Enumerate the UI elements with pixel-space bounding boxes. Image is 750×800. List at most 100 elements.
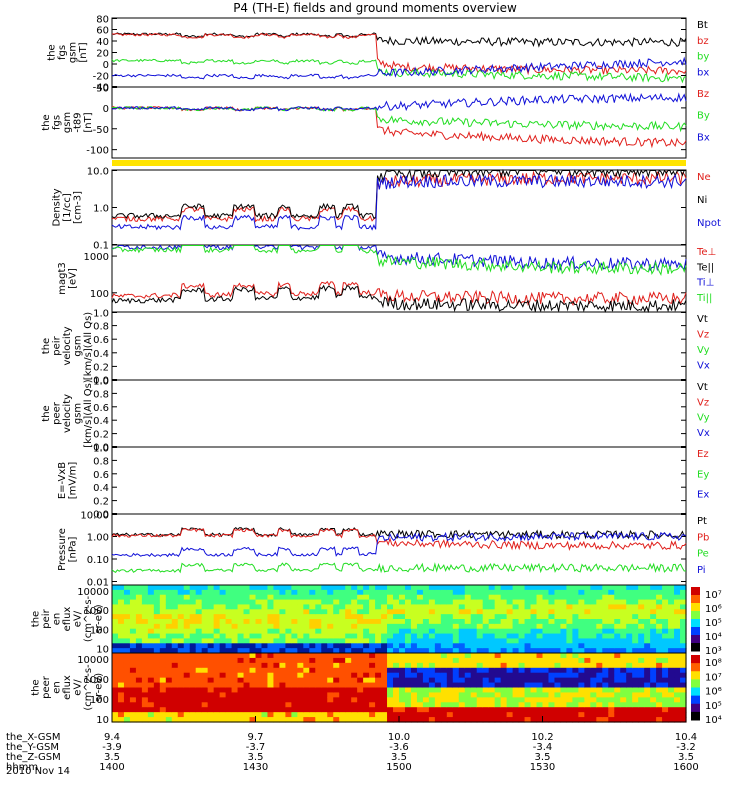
heatmap-cell [614,687,621,694]
heatmap-cell [518,702,526,708]
panel-frame [111,244,687,313]
heatmap-cell [243,717,251,723]
heatmap-cell [171,614,179,620]
heatmap-cell [452,643,460,649]
heatmap-cell [452,628,460,635]
heatmap-cell [518,667,526,674]
heatmap-cell [662,657,669,664]
heatmap-cell [243,697,251,703]
heatmap-cell [560,643,568,649]
heatmap-cell [518,662,526,669]
heatmap-cell [261,594,269,601]
heatmap-cell [213,662,221,669]
heatmap-cell [339,585,346,591]
heatmap-cell [470,697,478,703]
heatmap-cell [470,662,478,669]
heatmap-cell [578,648,585,654]
heatmap-cell [422,609,430,615]
heatmap-cell [285,609,292,615]
heatmap-cell [303,662,310,669]
heatmap-cell [183,633,191,640]
heatmap-cell [680,682,687,689]
heatmap-cell [614,585,621,591]
heatmap-cell [129,585,137,591]
heatmap-cell [159,717,167,723]
heatmap-cell [321,707,328,713]
heatmap-cell [530,672,538,679]
heatmap-cell [141,604,149,610]
heatmap-cell [112,712,119,718]
series-bx [111,56,687,80]
heatmap-cell [458,653,466,659]
heatmap-cell [165,692,173,698]
heatmap-cell [464,609,472,615]
heatmap-cell [428,585,436,591]
heatmap-cell [668,672,675,679]
heatmap-cell [494,628,502,635]
heatmap-cell [440,599,448,606]
heatmap-cell [237,677,245,684]
heatmap-cell [291,633,298,640]
heatmap-cell [249,648,257,654]
heatmap-cell [117,609,125,615]
heatmap-cell [482,638,490,644]
heatmap-cell [309,633,316,640]
heatmap-cell [452,677,460,684]
heatmap-cell [225,623,233,630]
heatmap-cell [644,633,651,640]
heatmap-cell [644,677,651,684]
heatmap-cell [147,628,155,635]
heatmap-cell [363,672,370,679]
heatmap-cell [632,707,639,713]
heatmap-cell [261,589,269,596]
heatmap-cell [548,619,556,625]
heatmap-cell [596,707,603,713]
heatmap-cell [285,712,292,718]
heatmap-cell [315,609,322,615]
heatmap-cell [416,614,424,620]
heatmap-cell [297,619,304,625]
heatmap-cell [650,604,657,610]
heatmap-cell [387,662,394,669]
heatmap-cell [399,648,406,654]
heatmap-cell [464,682,472,689]
heatmap-cell [345,648,352,654]
heatmap-cell [309,628,316,635]
heatmap-cell [662,614,669,620]
heatmap-cell [476,692,484,698]
heatmap-cell [141,594,149,601]
heatmap-cell [548,585,556,591]
heatmap-cell [554,599,562,606]
heatmap-cell [267,633,275,640]
heatmap-cell [428,589,436,596]
heatmap-cell [434,638,442,644]
heatmap-cell [315,697,322,703]
heatmap-cell [638,604,645,610]
heatmap-cell [207,609,215,615]
heatmap-cell [578,653,585,659]
heatmap-cell [207,628,215,635]
heatmap-cell [123,585,131,591]
heatmap-cell [596,687,603,694]
heatmap-cell [243,643,251,649]
heatmap-cell [375,672,382,679]
heatmap-cell [590,609,597,615]
heatmap-cell [650,697,657,703]
heatmap-cell [602,614,609,620]
heatmap-cell [393,662,400,669]
heatmap-cell [434,594,442,601]
heatmap-cell [393,589,400,596]
heatmap-cell [255,585,263,591]
heatmap-cell [165,672,173,679]
heatmap-cell [404,643,412,649]
heatmap-cell [273,677,281,684]
heatmap-cell [135,594,143,601]
ephemeris-value: 3.5 [535,752,551,763]
heatmap-cell [129,623,137,630]
heatmap-cell [393,677,400,684]
heatmap-cell [650,717,657,723]
heatmap-cell [315,702,322,708]
heatmap-cell [285,702,292,708]
heatmap-cell [315,657,322,664]
